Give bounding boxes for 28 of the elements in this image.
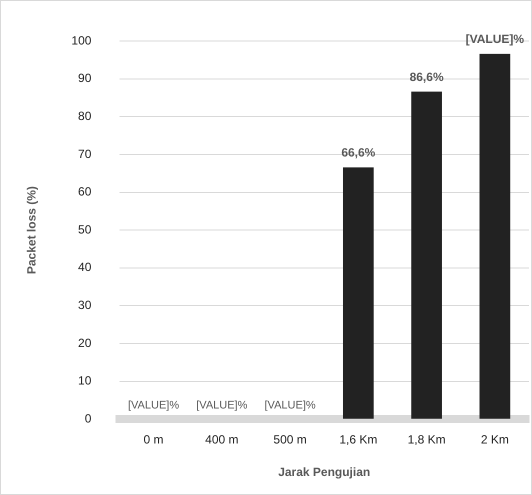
bar (411, 92, 442, 419)
y-tick-label: 60 (78, 184, 92, 199)
x-tick-label: 0 m (144, 432, 164, 447)
y-tick-label: 80 (78, 108, 92, 123)
y-tick-label: 30 (78, 298, 92, 312)
y-tick-label: 100 (71, 33, 92, 48)
data-label: [VALUE]% (264, 400, 316, 412)
y-tick-label: 10 (78, 374, 92, 388)
x-tick-label: 1,6 Km (339, 432, 378, 447)
y-tick-label: 50 (78, 222, 92, 236)
data-label: [VALUE]% (196, 400, 248, 412)
bar (342, 167, 374, 419)
data-label: [VALUE]% (466, 32, 524, 46)
y-axis-title: Packet loss (%) (24, 186, 39, 274)
data-label: [VALUE]% (128, 400, 180, 412)
x-tick-label: 2 Km (480, 432, 509, 447)
bar (480, 54, 510, 419)
y-tick-label: 0 (84, 412, 92, 426)
y-tick-label: 40 (78, 260, 92, 274)
x-tick-label: 500 m (273, 432, 307, 447)
x-tick-label: 1,8 Km (408, 432, 446, 447)
y-tick-label: 70 (78, 146, 92, 161)
data-label: 86,6% (410, 70, 444, 84)
y-tick-label: 90 (78, 71, 92, 86)
y-tick-label: 20 (78, 336, 92, 350)
x-axis-title: Jarak Pengujian (278, 465, 370, 480)
data-label: 66,6% (341, 146, 376, 160)
x-tick-label: 400 m (205, 432, 238, 447)
